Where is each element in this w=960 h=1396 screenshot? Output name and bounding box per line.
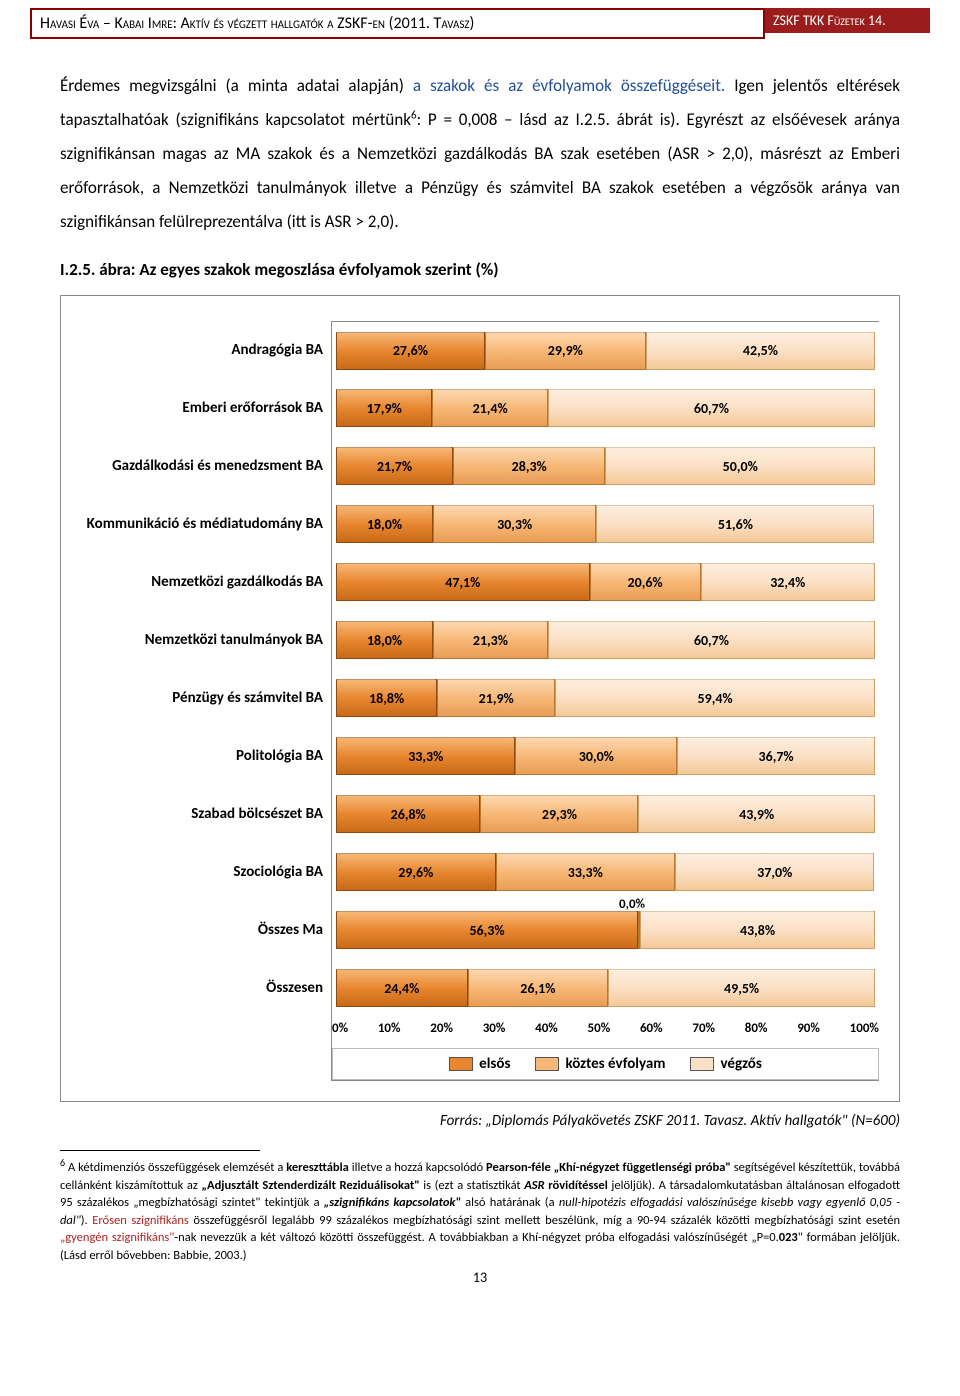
bar-segment: 20,6% — [590, 563, 701, 601]
legend-label: elsős — [479, 1055, 510, 1073]
bar-segment: 51,6% — [596, 505, 874, 543]
footnote: 6 A kétdimenziós összefüggések elemzését… — [60, 1156, 900, 1264]
bar-row: 18,8%21,9%59,4% — [332, 669, 879, 727]
bar-segment: 17,9% — [336, 389, 432, 427]
bars-area: 27,6%29,9%42,5%17,9%21,4%60,7%21,7%28,3%… — [331, 321, 879, 1081]
legend-swatch — [449, 1057, 473, 1071]
paragraph-1: Érdemes megvizsgálni (a minta adatai ala… — [60, 69, 900, 239]
bar-row: 21,7%28,3%50,0% — [332, 437, 879, 495]
bar-segment: 33,3% — [496, 853, 675, 891]
bar-segment: 33,3% — [336, 737, 515, 775]
bar-segment: 29,9% — [485, 332, 646, 370]
bar-segment: 43,9% — [638, 795, 875, 833]
page-number: 13 — [60, 1269, 900, 1286]
bar-segment: 18,0% — [336, 505, 433, 543]
bar-row: 17,9%21,4%60,7% — [332, 379, 879, 437]
bar-segment: 28,3% — [453, 447, 606, 485]
header-right: ZSKF TKK Füzetek 14. — [765, 8, 930, 33]
bar-segment: 32,4% — [701, 563, 875, 601]
category-label: Szociológia BA — [81, 843, 331, 901]
legend-swatch — [535, 1057, 559, 1071]
linked-text: a szakok és az évfolyamok összefüggéseit… — [413, 75, 725, 96]
legend-item: köztes évfolyam — [535, 1055, 665, 1073]
axis-tick: 60% — [640, 1021, 663, 1036]
bar-segment: 56,3% — [336, 911, 638, 949]
bar-segment: 60,7% — [548, 621, 875, 659]
legend-swatch — [690, 1057, 714, 1071]
category-label: Andragógia BA — [81, 321, 331, 379]
category-label: Szabad bölcsészet BA — [81, 785, 331, 843]
bar-segment: 21,7% — [336, 447, 453, 485]
bar-segment: 29,3% — [480, 795, 638, 833]
content: Érdemes megvizsgálni (a minta adatai ala… — [0, 39, 960, 1306]
bar-segment: 42,5% — [646, 332, 875, 370]
chart-container: Andragógia BAEmberi erőforrások BAGazdál… — [60, 295, 900, 1102]
source-line: Forrás: „Diplomás Pályakövetés ZSKF 2011… — [60, 1112, 900, 1130]
bar-segment: 27,6% — [336, 332, 485, 370]
axis-tick: 80% — [745, 1021, 768, 1036]
axis-tick: 100% — [850, 1021, 879, 1036]
legend-label: köztes évfolyam — [565, 1055, 665, 1073]
bar-segment: 29,6% — [336, 853, 496, 891]
bar-segment: 30,0% — [515, 737, 677, 775]
bar-segment: 18,8% — [336, 679, 437, 717]
footnote-separator — [60, 1150, 260, 1151]
category-label: Nemzetközi tanulmányok BA — [81, 611, 331, 669]
category-label: Kommunikáció és médiatudomány BA — [81, 495, 331, 553]
category-label: Gazdálkodási és menedzsment BA — [81, 437, 331, 495]
bar-row: 18,0%30,3%51,6% — [332, 495, 879, 553]
bar-segment: 59,4% — [555, 679, 875, 717]
category-label: Pénzügy és számvitel BA — [81, 669, 331, 727]
category-label: Emberi erőforrások BA — [81, 379, 331, 437]
category-label: Összesen — [81, 959, 331, 1017]
bar-segment: 30,3% — [433, 505, 596, 543]
chart-area: Andragógia BAEmberi erőforrások BAGazdál… — [81, 321, 879, 1081]
bar-row: 29,6%33,3%37,0% — [332, 843, 879, 901]
bar-segment: 24,4% — [336, 969, 468, 1007]
y-labels: Andragógia BAEmberi erőforrások BAGazdál… — [81, 321, 331, 1081]
bar-segment: 60,7% — [548, 389, 875, 427]
legend-item: végzős — [690, 1055, 761, 1073]
legend: elsős köztes évfolyam végzős — [332, 1048, 879, 1080]
bar-segment: 21,3% — [433, 621, 548, 659]
bar-row: 27,6%29,9%42,5% — [332, 321, 879, 379]
axis-tick: 40% — [535, 1021, 558, 1036]
bar-row: 26,8%29,3%43,9% — [332, 785, 879, 843]
bar-row: 33,3%30,0%36,7% — [332, 727, 879, 785]
axis-tick: 90% — [797, 1021, 820, 1036]
axis-tick: 50% — [588, 1021, 611, 1036]
bar-segment: 18,0% — [336, 621, 433, 659]
bar-row: 56,3%0,0%43,8% — [332, 901, 879, 959]
category-label: Nemzetközi gazdálkodás BA — [81, 553, 331, 611]
bar-segment: 21,9% — [437, 679, 555, 717]
header-left: Havasi Éva – Kabai Imre: Aktív és végzet… — [30, 8, 765, 39]
axis-tick: 70% — [692, 1021, 715, 1036]
axis-tick: 20% — [430, 1021, 453, 1036]
axis-tick: 30% — [483, 1021, 506, 1036]
bar-segment: 47,1% — [336, 563, 590, 601]
bar-segment: 26,8% — [336, 795, 480, 833]
bar-segment: 50,0% — [605, 447, 875, 485]
bar-segment: 21,4% — [432, 389, 547, 427]
page-header: Havasi Éva – Kabai Imre: Aktív és végzet… — [0, 0, 960, 39]
bar-segment: 37,0% — [675, 853, 874, 891]
category-label: Politológia BA — [81, 727, 331, 785]
category-label: Összes Ma — [81, 901, 331, 959]
bar-segment: 36,7% — [677, 737, 875, 775]
axis-tick: 0% — [332, 1021, 348, 1036]
axis-tick: 10% — [378, 1021, 401, 1036]
x-axis: 0% 10% 20% 30% 40% 50% 60% 70% 80% 90% 100% — [332, 1017, 879, 1040]
bar-row: 18,0%21,3%60,7% — [332, 611, 879, 669]
bar-row: 47,1%20,6%32,4% — [332, 553, 879, 611]
legend-item: elsős — [449, 1055, 510, 1073]
bar-segment: 43,8% — [640, 911, 875, 949]
legend-label: végzős — [720, 1055, 761, 1073]
bar-row: 24,4%26,1%49,5% — [332, 959, 879, 1017]
bar-segment: 49,5% — [608, 969, 875, 1007]
bar-segment: 26,1% — [468, 969, 609, 1007]
chart-title: I.2.5. ábra: Az egyes szakok megoszlása … — [60, 259, 900, 280]
